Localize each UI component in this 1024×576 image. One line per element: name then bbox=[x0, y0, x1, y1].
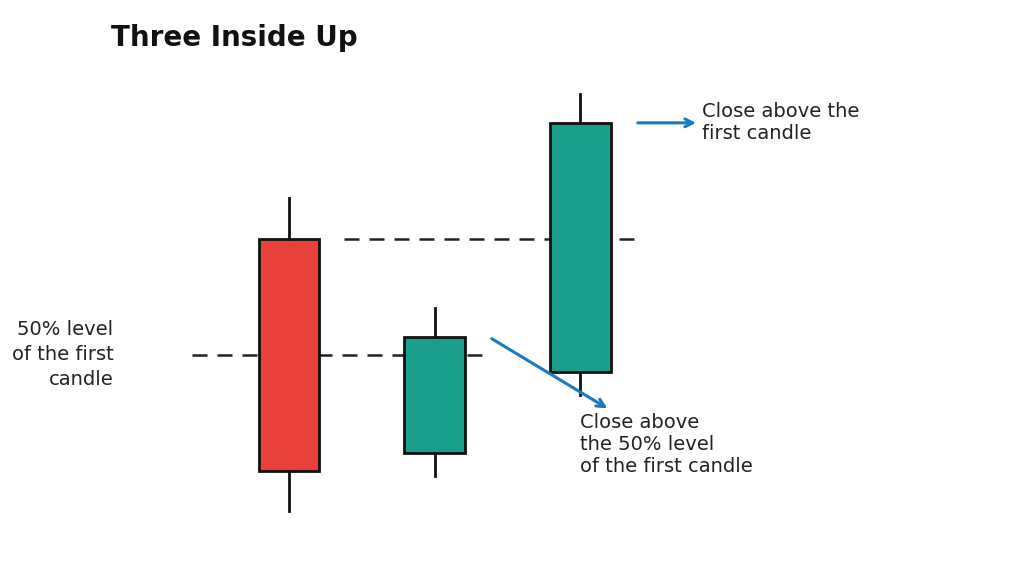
Bar bbox=[259, 238, 319, 471]
Bar bbox=[404, 338, 465, 453]
Text: Three Inside Up: Three Inside Up bbox=[111, 24, 357, 52]
Text: 50% level
of the first
candle: 50% level of the first candle bbox=[11, 320, 114, 389]
Text: Close above the
first candle: Close above the first candle bbox=[638, 103, 859, 143]
Text: Close above
the 50% level
of the first candle: Close above the 50% level of the first c… bbox=[492, 339, 753, 476]
Bar bbox=[550, 123, 610, 372]
